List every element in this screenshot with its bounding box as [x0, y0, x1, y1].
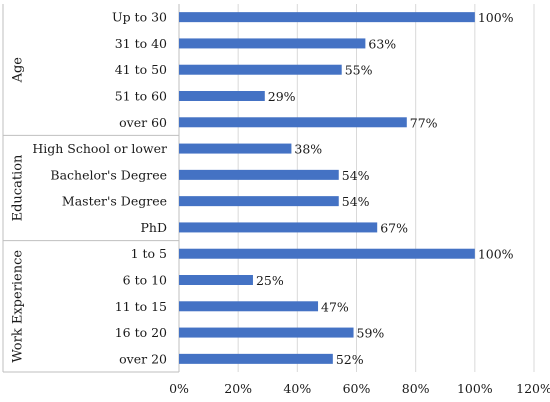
x-tick-label: 0%: [169, 381, 189, 396]
category-label: Up to 30: [112, 10, 167, 25]
data-label: 100%: [478, 10, 514, 25]
data-label: 67%: [380, 220, 408, 235]
bar: [179, 327, 354, 338]
category-label: 1 to 5: [131, 246, 167, 261]
x-tick-label: 20%: [224, 381, 252, 396]
bar: [179, 117, 407, 128]
bar: [179, 222, 378, 233]
bar: [179, 301, 319, 312]
bar: [179, 196, 339, 207]
x-tick-label: 80%: [402, 381, 430, 396]
category-label: 16 to 20: [115, 325, 167, 340]
bar: [179, 64, 342, 75]
x-tick-label: 100%: [457, 381, 493, 396]
data-label: 38%: [294, 142, 322, 157]
category-label: over 20: [119, 351, 167, 366]
data-label: 77%: [410, 115, 438, 130]
bar: [179, 248, 475, 259]
group-label: Age: [11, 57, 26, 84]
x-tick-label: 40%: [283, 381, 311, 396]
category-label: over 60: [119, 115, 167, 130]
x-tick-label: 120%: [516, 381, 550, 396]
category-label: 41 to 50: [115, 62, 167, 77]
category-label: Master's Degree: [62, 194, 167, 209]
category-label: 51 to 60: [115, 89, 167, 104]
data-label: 47%: [321, 299, 349, 314]
gridlines: [178, 4, 535, 372]
data-label: 63%: [368, 36, 396, 51]
group-label: Education: [11, 154, 26, 221]
category-label: 31 to 40: [115, 36, 167, 51]
data-label: 100%: [478, 247, 514, 262]
bar: [179, 143, 292, 154]
bar: [179, 12, 475, 23]
bar: [179, 91, 265, 101]
x-tick-label: 60%: [343, 381, 371, 396]
data-label: 55%: [345, 63, 373, 78]
category-label: PhD: [141, 220, 167, 235]
data-label: 25%: [256, 273, 284, 288]
category-label: 6 to 10: [123, 273, 167, 288]
bar: [179, 353, 333, 364]
bars: [179, 12, 475, 364]
data-label: 54%: [342, 194, 370, 209]
data-label: 59%: [357, 326, 385, 341]
data-label: 29%: [268, 89, 296, 104]
labels: 0% 20% 40% 60% 80% 100% 120% Up to 30 100% 31 to …: [11, 10, 550, 396]
category-label: Bachelor's Degree: [50, 167, 167, 182]
category-label: 11 to 15: [115, 299, 167, 314]
data-label: 52%: [336, 352, 364, 367]
bar: [179, 275, 253, 285]
bar: [179, 38, 366, 49]
category-label: High School or lower: [32, 141, 167, 156]
group-dividers: [2, 4, 179, 373]
group-label: Work Experience: [11, 250, 26, 363]
data-label: 54%: [342, 168, 370, 183]
bar: [179, 169, 339, 180]
